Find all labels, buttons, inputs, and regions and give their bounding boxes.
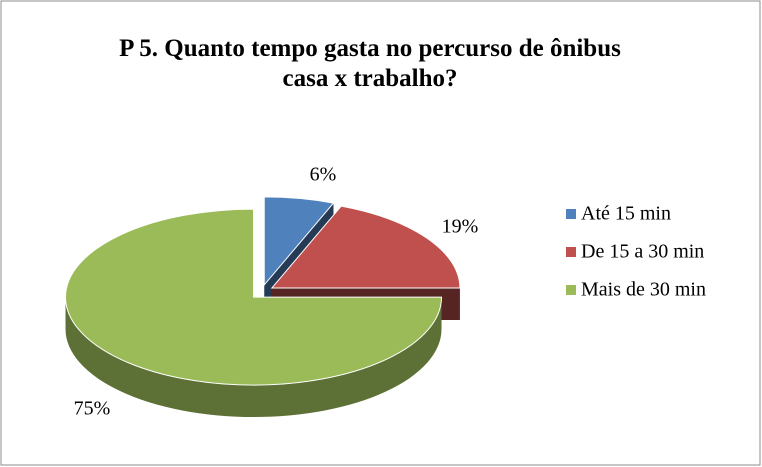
slice	[263, 196, 335, 287]
chart-title: P 5. Quanto tempo gasta no percurso de ô…	[119, 35, 621, 92]
slice	[270, 205, 461, 289]
slice	[65, 208, 443, 386]
data-label: 6%	[310, 164, 337, 186]
data-label: 75%	[74, 398, 111, 420]
legend-label: Até 15 min	[581, 203, 671, 225]
legend-label: De 15 a 30 min	[581, 241, 704, 263]
legend-swatch	[566, 285, 576, 295]
legend-swatch	[566, 247, 576, 257]
slice-side	[65, 297, 442, 418]
legend-swatch	[566, 209, 576, 219]
data-label: 19%	[442, 216, 479, 238]
legend-label: Mais de 30 min	[581, 279, 706, 301]
